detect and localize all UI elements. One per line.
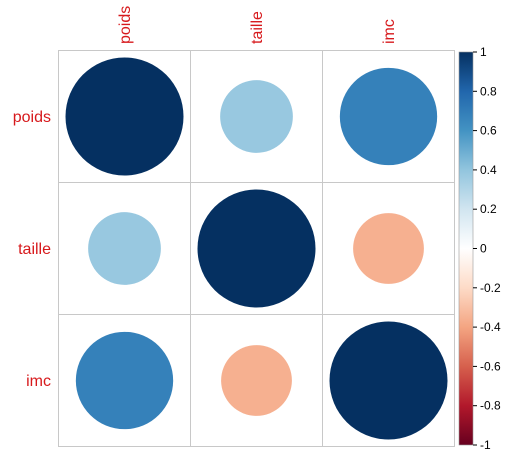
correlation-circle-poids-taille xyxy=(220,80,293,153)
correlation-circles xyxy=(65,57,448,440)
colorbar-tick-label: 0.6 xyxy=(480,124,497,138)
grid-cell xyxy=(322,314,455,447)
colorbar-tick-label: -0.8 xyxy=(480,399,501,413)
correlation-circle-taille-poids xyxy=(88,212,161,285)
row-labels: poids taille imc xyxy=(13,109,51,390)
correlation-circle-poids-poids xyxy=(65,57,184,176)
correlation-circle-taille-taille xyxy=(197,189,316,308)
column-labels: poids taille imc xyxy=(117,6,398,44)
correlation-circle-imc-poids xyxy=(75,331,174,430)
colorbar-tick-label: -0.2 xyxy=(480,281,501,295)
grid xyxy=(58,50,455,447)
column-label-imc: imc xyxy=(381,19,398,44)
colorbar-tick-label: 0.8 xyxy=(480,84,497,98)
column-label-taille: taille xyxy=(249,11,266,44)
colorbar-tick-label: 1 xyxy=(480,45,487,59)
correlation-circle-taille-imc xyxy=(353,213,424,284)
correlation-circle-poids-imc xyxy=(339,67,438,166)
colorbar: 1 0.8 0.6 0.4 0.2 0 -0.2 -0.4 -0.6 -0.8 -1 xyxy=(458,45,501,452)
correlation-circle-imc-taille xyxy=(221,345,292,416)
colorbar-tick-label: -0.4 xyxy=(480,320,501,334)
colorbar-tick-label: -0.6 xyxy=(480,359,501,373)
row-label-taille: taille xyxy=(18,241,51,258)
colorbar-tick-label: 0.4 xyxy=(480,163,497,177)
colorbar-tick-label: 0.2 xyxy=(480,202,497,216)
correlation-circle-imc-imc xyxy=(329,321,448,440)
colorbar-gradient xyxy=(458,51,474,446)
colorbar-tick-label: 0 xyxy=(480,242,487,256)
colorbar-tick-label: -1 xyxy=(480,438,491,452)
row-label-imc: imc xyxy=(26,373,51,390)
column-label-poids: poids xyxy=(117,6,134,44)
row-label-poids: poids xyxy=(13,109,51,126)
